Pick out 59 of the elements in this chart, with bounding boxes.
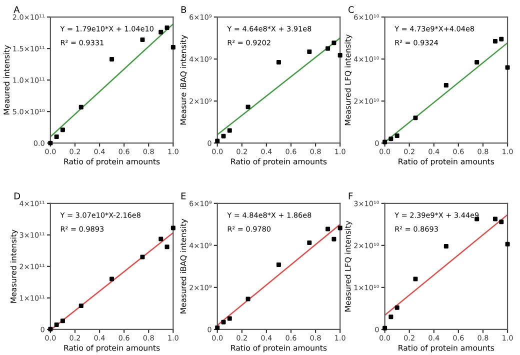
chart-title: B [181, 6, 186, 13]
point [221, 134, 226, 138]
point [499, 220, 504, 224]
point [246, 296, 250, 302]
point [78, 304, 84, 308]
point [444, 244, 448, 249]
point [505, 242, 510, 246]
point [388, 136, 394, 142]
point [227, 128, 232, 133]
chart-title: D [14, 192, 20, 200]
point [170, 226, 176, 230]
point [158, 236, 164, 242]
point [276, 262, 281, 267]
point [326, 46, 330, 51]
point [388, 314, 394, 320]
point [332, 236, 336, 242]
point [493, 38, 498, 44]
point [215, 326, 220, 330]
chart-title: F [348, 192, 353, 200]
point [140, 254, 145, 260]
point [158, 30, 164, 34]
chart-title: A [14, 6, 20, 13]
point [505, 65, 510, 70]
point [78, 104, 84, 110]
point [382, 140, 388, 144]
point [394, 133, 400, 138]
point [332, 40, 336, 46]
point [48, 140, 53, 146]
chart-title: E [181, 192, 186, 200]
point [307, 49, 312, 54]
point [221, 320, 226, 324]
point [474, 60, 480, 64]
point [60, 318, 65, 324]
point [338, 53, 342, 58]
point [413, 116, 418, 120]
point [48, 326, 53, 332]
point [444, 83, 448, 88]
point [413, 276, 418, 282]
point [326, 226, 330, 232]
point [382, 326, 388, 330]
point [54, 134, 59, 140]
point [493, 216, 498, 222]
point [307, 240, 312, 245]
point [110, 57, 114, 62]
chart-title: C [348, 6, 354, 13]
point [215, 138, 220, 144]
point [246, 104, 250, 110]
point [54, 322, 59, 327]
point [170, 45, 176, 50]
point [276, 60, 281, 64]
point [60, 128, 65, 132]
point [164, 26, 170, 30]
point [227, 316, 232, 321]
point [164, 244, 170, 250]
point [110, 276, 114, 282]
point [394, 305, 400, 310]
point [499, 36, 504, 42]
point [140, 37, 145, 42]
point [338, 226, 342, 230]
